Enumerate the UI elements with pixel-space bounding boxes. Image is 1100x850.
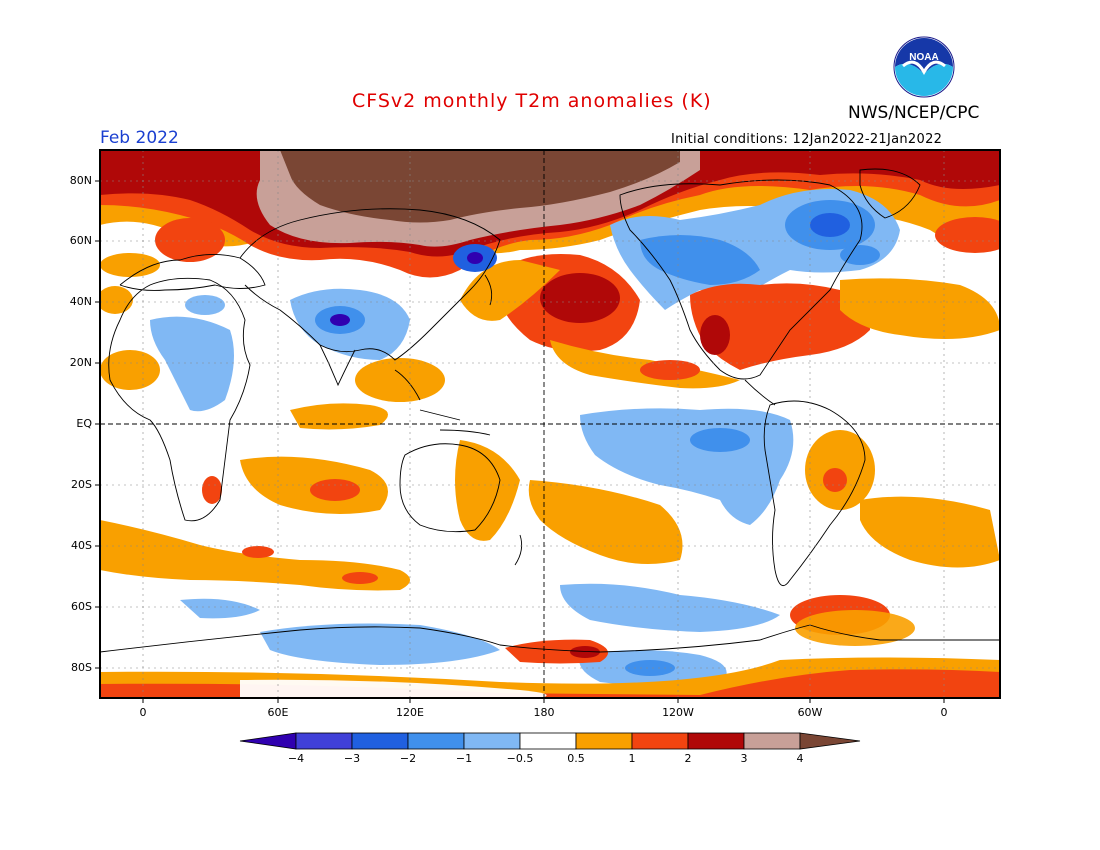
antarctic-peninsula-warm: [795, 610, 915, 646]
colorbar-cell-7: [631, 732, 689, 750]
tropical-indian-warm: [290, 403, 388, 430]
colorbar-cell-2: [351, 732, 409, 750]
south-atlantic-warm: [860, 496, 1000, 568]
siberia-darkbrown-shading: [280, 150, 680, 223]
n-pacific-warm-core: [540, 273, 620, 323]
lat-label-60n: 60N: [69, 234, 92, 247]
lon-label-0-east: 0: [940, 706, 948, 719]
lon-label-60e: 60E: [267, 706, 289, 719]
west-africa-warm: [100, 350, 160, 390]
colorbar-cell-1: [295, 732, 353, 750]
colorbar-cell-4: [463, 732, 521, 750]
lon-label-120w: 120W: [662, 706, 694, 719]
map-title: CFSv2 monthly T2m anomalies (K): [352, 90, 712, 112]
agency-label: NWS/NCEP/CPC: [848, 103, 980, 123]
colorbar-cell-10: [799, 732, 861, 750]
coastlines: [100, 168, 1000, 653]
colorbar: [239, 732, 861, 750]
ross-sea-cold-core: [625, 660, 675, 676]
nw-africa-warm: [100, 286, 133, 314]
lat-label-80s: 80S: [71, 661, 92, 674]
east-antarctic-cold: [260, 623, 500, 665]
lon-label-60w: 60W: [797, 706, 823, 719]
hudson-cold-core: [810, 213, 850, 237]
logo-text: NOAA: [909, 52, 938, 63]
south-indian-red: [310, 479, 360, 501]
lat-label-20n: 20N: [69, 356, 92, 369]
colorbar-tick-minus1: −1: [455, 752, 473, 765]
lat-label-40n: 40N: [69, 295, 92, 308]
ne-pacific-red-patch: [640, 360, 700, 380]
arabia-cold: [185, 295, 225, 315]
us-east-warm: [690, 283, 870, 370]
colorbar-cell-0: [239, 732, 297, 750]
south-africa-red: [202, 476, 222, 504]
southern-ocean-cold-1: [560, 583, 780, 632]
colorbar-cell-3: [407, 732, 465, 750]
colorbar-tick-minus2: −2: [399, 752, 417, 765]
lat-lon-grid: [100, 150, 1000, 698]
forecast-month: Feb 2022: [100, 128, 179, 148]
colorbar-tick-2: 2: [684, 752, 692, 765]
colorbar-tick-4: 4: [796, 752, 804, 765]
equator-dateline: [100, 150, 1000, 698]
southern-ocean-red-2: [342, 572, 378, 584]
canada-cold-core: [640, 235, 760, 285]
colorbar-tick-0-5: 0.5: [567, 752, 585, 765]
korea-cold-deep: [467, 252, 483, 264]
us-warm-core: [700, 315, 730, 355]
tibet-cold-deep: [330, 314, 350, 326]
colorbar-tick-minus4: −4: [287, 752, 305, 765]
initial-conditions: Initial conditions: 12Jan2022-21Jan2022: [671, 132, 943, 147]
lat-label-eq: EQ: [76, 417, 92, 430]
colorbar-tick-minus0-5: −0.5: [506, 752, 534, 765]
lon-label-180: 180: [533, 706, 555, 719]
colorbar-cell-5: [519, 732, 577, 750]
east-indian-warm: [355, 358, 445, 402]
australia-east-warm: [455, 440, 520, 541]
southern-ocean-red-1: [242, 546, 274, 558]
east-atlantic-warm: [100, 253, 160, 277]
brazil-red: [823, 468, 847, 492]
greenland-sea-warm: [935, 217, 1000, 253]
lon-label-0-west: 0: [139, 706, 147, 719]
enso-cold-core: [690, 428, 750, 452]
scandinavia-warm: [155, 218, 225, 262]
colorbar-tick-minus3: −3: [343, 752, 361, 765]
colorbar-cell-9: [743, 732, 801, 750]
lat-label-20s: 20S: [71, 478, 92, 491]
noaa-logo: NOAA: [893, 36, 955, 98]
lat-label-80n: 80N: [69, 174, 92, 187]
colorbar-cell-6: [575, 732, 633, 750]
lat-label-60s: 60S: [71, 600, 92, 613]
colorbar-tick-1: 1: [628, 752, 636, 765]
antarctic-white-core: [240, 679, 547, 698]
lat-label-40s: 40S: [71, 539, 92, 552]
subtropical-atlantic-warm: [840, 278, 1000, 339]
lon-label-120e: 120E: [396, 706, 424, 719]
colorbar-tick-3: 3: [740, 752, 748, 765]
axis-ticks: [95, 180, 945, 703]
colorbar-cell-8: [687, 732, 745, 750]
ross-warm-core: [570, 646, 600, 658]
southern-ocean-cold-2: [180, 598, 260, 619]
south-pacific-warm: [528, 480, 683, 564]
labrador-cold: [840, 245, 880, 265]
anomaly-fields: [100, 150, 1000, 698]
africa-cold: [150, 316, 234, 412]
